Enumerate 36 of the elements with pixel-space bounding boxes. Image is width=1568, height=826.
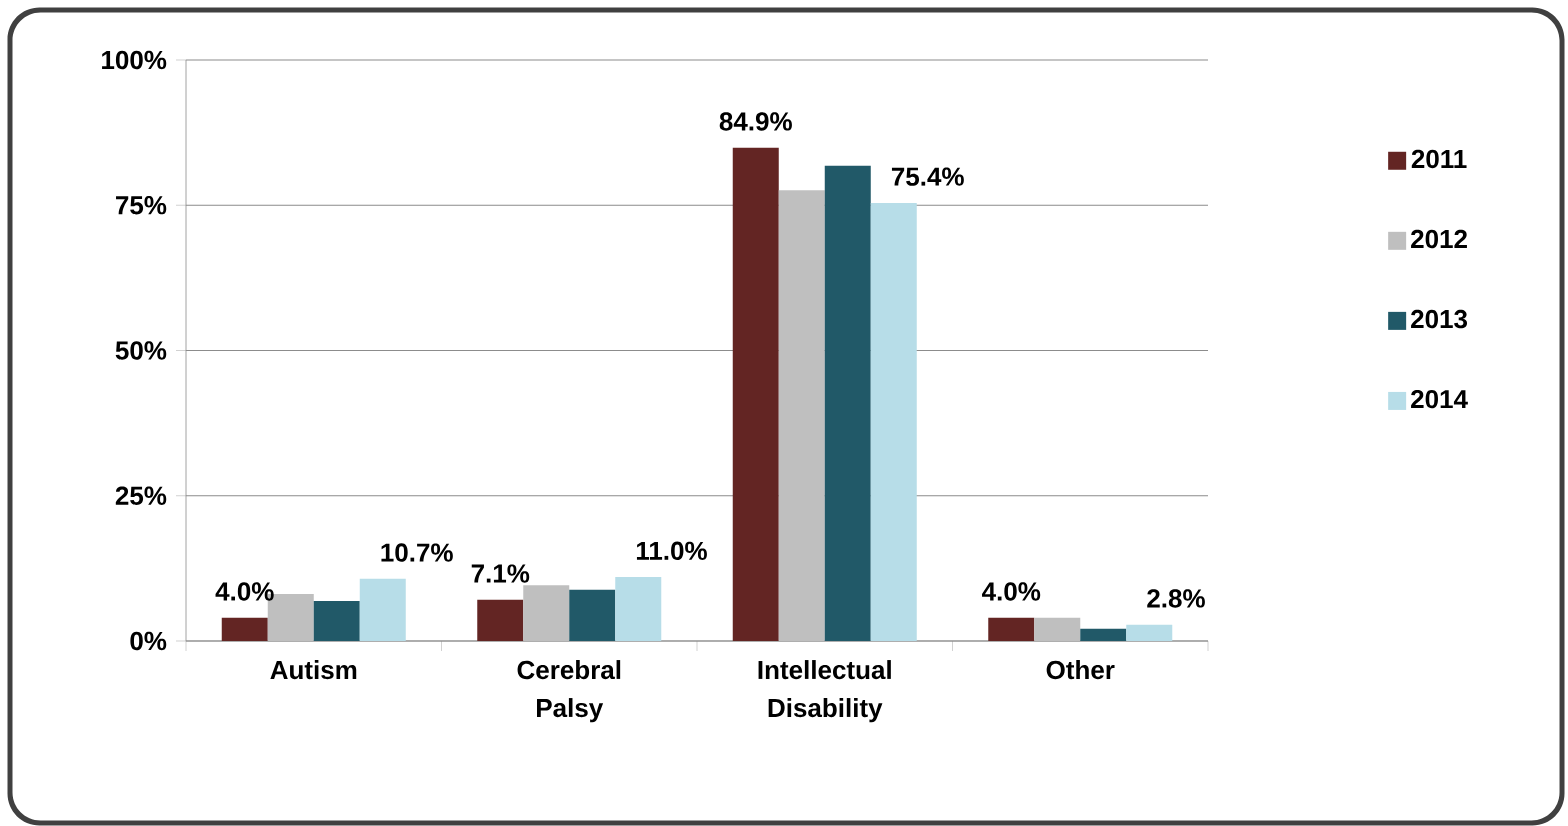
- data-label: 75.4%: [891, 167, 964, 186]
- y-tick-label: 100%: [102, 50, 167, 70]
- bar: [359, 578, 406, 641]
- data-label: 84.9%: [719, 112, 792, 131]
- x-tick-label: Intellectual Disability: [758, 660, 891, 723]
- bar: [1034, 617, 1081, 641]
- y-tick-label: 0%: [130, 631, 167, 651]
- data-label: 4.0%: [982, 582, 1041, 601]
- bar: [1126, 624, 1173, 641]
- bar: [615, 577, 662, 641]
- bar: [477, 599, 524, 641]
- bar: [778, 190, 825, 641]
- x-tick-label: Autism: [270, 660, 357, 680]
- bar: [523, 585, 570, 641]
- bar: [732, 147, 779, 641]
- y-tick-label: 50%: [115, 341, 167, 360]
- data-label: 4.0%: [215, 582, 274, 601]
- bar: [221, 617, 268, 641]
- y-tick-label: 75%: [116, 196, 167, 215]
- bar: [870, 202, 917, 641]
- bar: [313, 600, 360, 641]
- data-label: 10.7%: [381, 543, 453, 562]
- legend-label: 2014: [1411, 389, 1468, 409]
- bar: [824, 165, 871, 641]
- bar: [1080, 628, 1127, 641]
- x-tick-label: Other: [1046, 660, 1115, 680]
- legend-label: 2013: [1411, 309, 1468, 329]
- data-label: 7.1%: [471, 564, 530, 583]
- data-label: 11.0%: [636, 541, 707, 561]
- data-label: 2.8%: [1147, 589, 1205, 608]
- legend-label: 2011: [1411, 149, 1467, 169]
- y-tick-label: 25%: [115, 486, 167, 505]
- x-tick-label: Cerebral Palsy: [517, 660, 621, 723]
- bar: [988, 617, 1035, 641]
- legend-label: 2012: [1411, 229, 1467, 249]
- bar: [569, 589, 616, 641]
